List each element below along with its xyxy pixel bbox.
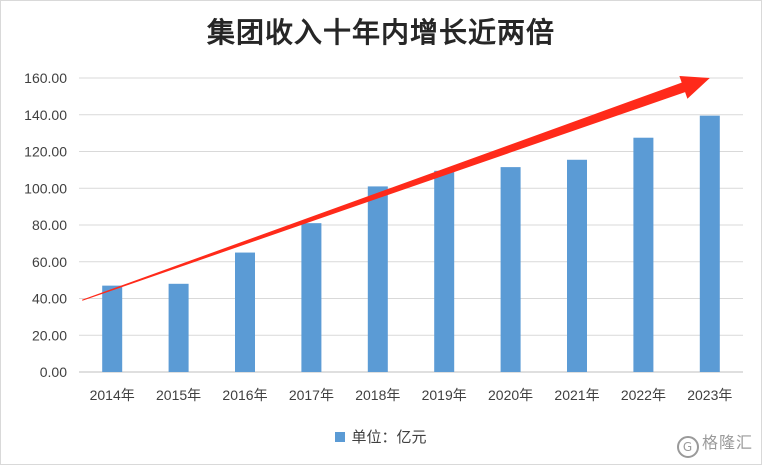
legend: 单位：亿元 [1,426,761,447]
y-tick-label: 140.00 [24,107,67,123]
y-tick-label: 120.00 [24,144,67,160]
bar [102,285,123,372]
y-tick-label: 60.00 [32,254,67,270]
bar [301,223,322,372]
x-tick-label: 2021年 [554,387,599,403]
x-tick-label: 2022年 [621,387,666,403]
y-axis-ticks: 0.00 20.00 40.00 60.00 80.00 100.00 120.00 140.… [24,70,67,380]
x-tick-label: 2018年 [355,387,400,403]
bars [102,115,720,372]
x-tick-label: 2016年 [222,387,267,403]
y-tick-label: 160.00 [24,70,67,86]
x-tick-label: 2023年 [687,387,732,403]
y-tick-label: 40.00 [32,291,67,307]
x-tick-label: 2014年 [90,387,135,403]
bar [633,137,654,372]
x-axis-ticks: 2014年 2015年 2016年 2017年 2018年 2019年 2020年 2021年… [90,387,733,403]
trend-arrow [82,76,710,301]
watermark-icon: G [676,436,699,458]
bar [235,252,255,372]
x-tick-label: 2017年 [289,387,334,403]
x-tick-label: 2020年 [488,387,533,403]
y-tick-label: 80.00 [32,217,67,233]
x-tick-label: 2019年 [422,387,467,403]
x-tick-label: 2015年 [156,387,201,403]
bar [434,170,455,372]
bar [367,186,388,372]
bar [500,167,521,372]
trend-arrow-shape [82,76,710,301]
y-tick-label: 100.00 [24,180,67,196]
bar [168,283,189,372]
legend-swatch [335,432,346,442]
watermark-logo: G 格隆汇 [676,429,753,458]
legend-label: 单位：亿元 [351,428,427,446]
chart-title: 集团收入十年内增长近两倍 [206,16,555,49]
watermark-text: 格隆汇 [701,433,753,452]
y-tick-label: 20.00 [32,327,67,343]
bar [699,115,720,372]
bar [567,159,587,372]
y-tick-label: 0.00 [40,364,67,380]
